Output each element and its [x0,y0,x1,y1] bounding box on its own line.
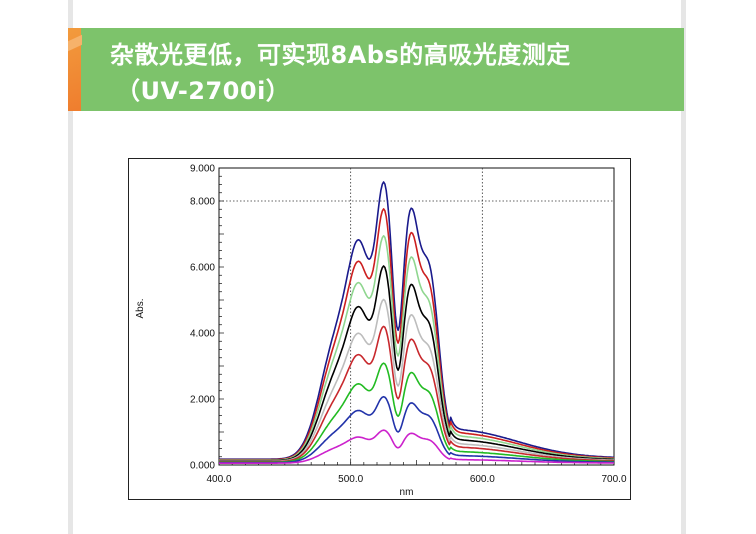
y-tick-label: 4.000 [190,329,215,340]
banner-accent [68,28,81,111]
y-tick-label: 0.000 [190,461,215,472]
plot-area [218,167,615,466]
y-tick-label: 6.000 [190,263,215,274]
title-line-2: （UV-2700i） [116,77,291,105]
x-tick-label: 600.0 [470,474,495,485]
y-tick-label: 9.000 [190,164,215,175]
left-rule [68,0,73,534]
title-line-1: 杂散光更低，可实现8Abs的高吸光度测定 [110,41,571,69]
x-tick-label: 700.0 [601,474,626,485]
y-axis-title: Abs. [135,298,146,318]
y-tick-label: 8.000 [190,197,215,208]
series-line [219,429,614,464]
y-tick-label: 2.000 [190,395,215,406]
x-tick-label: 400.0 [206,474,231,485]
title-banner: 杂散光更低，可实现8Abs的高吸光度测定 （UV-2700i） [68,28,684,111]
x-tick-label: 500.0 [338,474,363,485]
right-rule [681,0,686,534]
page-title: 杂散光更低，可实现8Abs的高吸光度测定 （UV-2700i） [110,37,674,109]
x-axis-title: nm [400,487,414,498]
